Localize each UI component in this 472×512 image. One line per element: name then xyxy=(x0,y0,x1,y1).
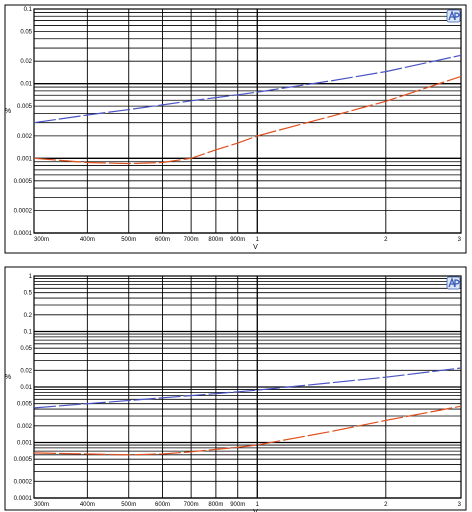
y-tick-label: 0.01 xyxy=(20,82,32,88)
ap-logo-icon xyxy=(446,9,461,23)
y-tick-labels: 1 0.5 0.2 0.1 0.05 0.02 0.01 0.005 0.002 0.001 0.0… xyxy=(14,274,33,502)
x-axis-label: V xyxy=(253,244,258,251)
panel-frame xyxy=(4,266,467,511)
series-line-red xyxy=(33,75,462,165)
x-tick-label: 600m xyxy=(155,237,170,243)
x-tick-label: 400m xyxy=(80,502,95,508)
y-tick-label: 0.1 xyxy=(24,7,33,13)
y-tick-label: 0.0002 xyxy=(14,209,33,215)
y-tick-label: 0.0005 xyxy=(14,457,33,463)
x-tick-label: 700m xyxy=(184,237,199,243)
y-tick-label: 0.002 xyxy=(17,424,33,430)
x-tick-label: 500m xyxy=(121,502,136,508)
x-tick-label: 600m xyxy=(155,502,170,508)
x-tick-label: 400m xyxy=(80,237,95,243)
x-tick-label: 1 xyxy=(256,502,260,508)
y-tick-label: 0.0001 xyxy=(14,231,33,237)
x-tick-label: 900m xyxy=(230,237,245,243)
x-tick-label: 3 xyxy=(458,237,462,243)
x-tick-label: 2 xyxy=(384,502,388,508)
y-tick-label: 0.005 xyxy=(17,402,33,408)
x-tick-label: 2 xyxy=(384,237,388,243)
y-tick-label: 0.02 xyxy=(20,59,32,65)
series-line-blue xyxy=(33,367,462,409)
x-tick-labels: 300m 400m 500m 600m 700m 800m 900m 1 2 3 xyxy=(34,237,462,243)
series-line-blue xyxy=(33,54,462,124)
chart-top: 0.1 0.05 0.02 0.01 0.005 0.002 0.001 0.0005 0.00… xyxy=(4,4,467,254)
chart-bottom: 1 0.5 0.2 0.1 0.05 0.02 0.01 0.005 0.002 0.001 0.0… xyxy=(4,266,467,512)
y-tick-label: 0.005 xyxy=(17,104,33,110)
x-tick-label: 500m xyxy=(121,237,136,243)
y-tick-label: 0.002 xyxy=(17,134,33,140)
plot-border xyxy=(33,8,462,234)
x-axis-label: V xyxy=(253,509,258,512)
y-tick-label: 0.01 xyxy=(20,385,32,391)
x-tick-label: 800m xyxy=(208,237,223,243)
y-tick-label: 1 xyxy=(29,274,33,280)
x-tick-labels: 300m 400m 500m 600m 700m 800m 900m 1 2 3 xyxy=(34,502,462,508)
h-grid xyxy=(34,12,461,234)
series-line-red xyxy=(33,405,462,456)
plot-border xyxy=(33,275,462,499)
x-tick-label: 3 xyxy=(458,502,462,508)
y-tick-label: 0.02 xyxy=(20,368,32,374)
y-tick-label: 0.5 xyxy=(24,291,33,297)
x-tick-label: 900m xyxy=(230,502,245,508)
panel-frame xyxy=(4,4,467,254)
y-tick-label: 0.1 xyxy=(24,330,33,336)
y-tick-labels: 0.1 0.05 0.02 0.01 0.005 0.002 0.001 0.0005 0.00… xyxy=(14,7,33,237)
x-tick-label: 1 xyxy=(256,237,260,243)
y-tick-label: 0.0001 xyxy=(14,496,33,502)
y-tick-label: 0.001 xyxy=(17,441,33,447)
x-tick-label: 800m xyxy=(208,502,223,508)
x-tick-label: 700m xyxy=(184,502,199,508)
ap-logo-icon xyxy=(446,276,461,290)
y-axis-label: % xyxy=(5,374,11,381)
y-tick-label: 0.05 xyxy=(20,29,32,35)
y-axis-label: % xyxy=(5,108,11,115)
y-tick-label: 0.0005 xyxy=(14,179,33,185)
y-tick-label: 0.05 xyxy=(20,346,32,352)
x-tick-label: 300m xyxy=(34,237,49,243)
y-tick-label: 0.2 xyxy=(24,313,33,319)
x-tick-label: 300m xyxy=(34,502,49,508)
y-tick-label: 0.001 xyxy=(17,156,33,162)
y-tick-label: 0.0002 xyxy=(14,479,33,485)
